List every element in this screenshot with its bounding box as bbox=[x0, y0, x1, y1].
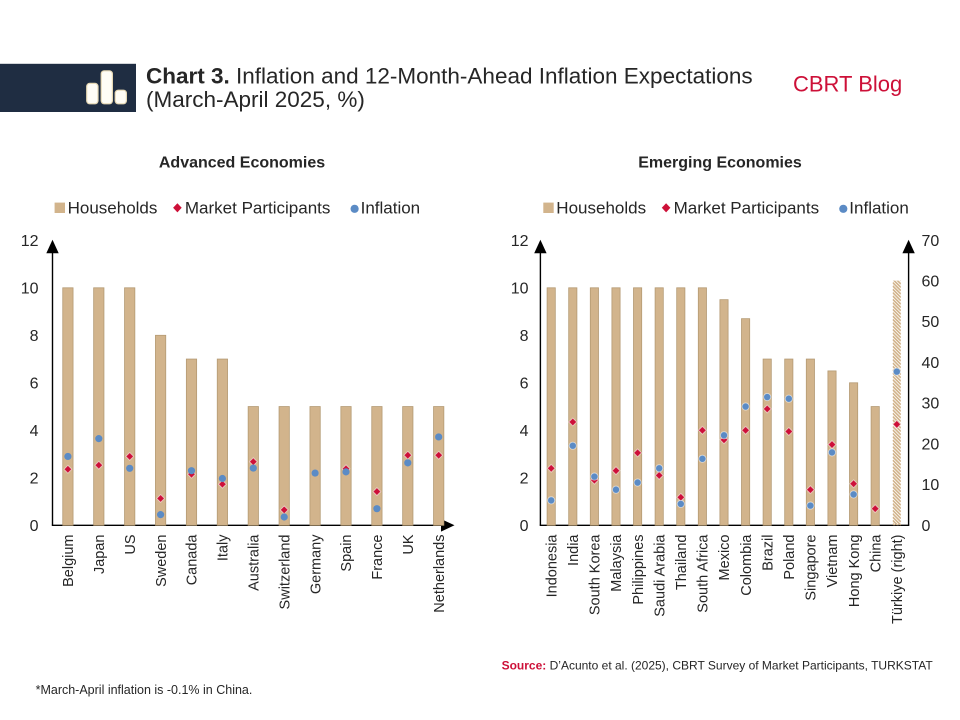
svg-text:Belgium: Belgium bbox=[61, 535, 77, 587]
svg-text:Germany: Germany bbox=[308, 534, 324, 594]
svg-text:50: 50 bbox=[922, 314, 940, 331]
svg-text:Vietnam: Vietnam bbox=[825, 535, 841, 588]
svg-text:20: 20 bbox=[922, 436, 940, 453]
svg-text:0: 0 bbox=[922, 518, 931, 535]
svg-text:Italy: Italy bbox=[216, 534, 232, 561]
svg-text:Indonesia: Indonesia bbox=[544, 534, 560, 598]
svg-text:Market Participants: Market Participants bbox=[185, 199, 331, 218]
svg-text:2: 2 bbox=[520, 470, 529, 487]
svg-text:10: 10 bbox=[21, 280, 39, 297]
svg-text:Philippines: Philippines bbox=[631, 535, 647, 605]
svg-text:Brazil: Brazil bbox=[760, 535, 776, 571]
svg-text:Hong Kong: Hong Kong bbox=[847, 535, 863, 608]
svg-text:Türkiye (right): Türkiye (right) bbox=[890, 535, 906, 624]
svg-text:Spain: Spain bbox=[339, 535, 355, 572]
svg-text:0: 0 bbox=[30, 518, 39, 535]
svg-text:South Africa: South Africa bbox=[696, 534, 712, 613]
svg-text:Netherlands: Netherlands bbox=[432, 535, 448, 613]
svg-text:Households: Households bbox=[68, 199, 158, 218]
svg-text:Saudi Arabia: Saudi Arabia bbox=[652, 534, 668, 617]
svg-text:10: 10 bbox=[511, 280, 529, 297]
svg-text:Switzerland: Switzerland bbox=[277, 535, 293, 610]
svg-text:40: 40 bbox=[922, 355, 940, 372]
svg-text:30: 30 bbox=[922, 396, 940, 413]
svg-text:Mexico: Mexico bbox=[717, 535, 733, 581]
svg-text:12: 12 bbox=[21, 233, 39, 250]
svg-text:60: 60 bbox=[922, 274, 940, 291]
svg-text:4: 4 bbox=[30, 423, 39, 440]
svg-text:Australia: Australia bbox=[247, 534, 263, 591]
svg-text:Poland: Poland bbox=[782, 535, 798, 580]
svg-text:Inflation: Inflation bbox=[361, 199, 421, 218]
svg-text:12: 12 bbox=[511, 233, 529, 250]
svg-text:0: 0 bbox=[520, 518, 529, 535]
svg-text:6: 6 bbox=[30, 375, 39, 392]
svg-text:Source: D’Acunto et al. (2025): Source: D’Acunto et al. (2025), CBRT Sur… bbox=[502, 659, 934, 673]
svg-text:Emerging Economies: Emerging Economies bbox=[638, 155, 802, 172]
svg-text:Households: Households bbox=[556, 199, 646, 218]
svg-text:4: 4 bbox=[520, 423, 529, 440]
svg-text:Japan: Japan bbox=[92, 535, 108, 575]
svg-text:*March-April inflation is -0.1: *March-April inflation is -0.1% in China… bbox=[36, 683, 253, 697]
svg-text:Singapore: Singapore bbox=[804, 535, 820, 601]
svg-text:(March-April 2025, %): (March-April 2025, %) bbox=[146, 87, 365, 112]
svg-text:Sweden: Sweden bbox=[154, 535, 170, 587]
svg-text:10: 10 bbox=[922, 477, 940, 494]
svg-text:France: France bbox=[370, 535, 386, 580]
svg-text:70: 70 bbox=[922, 233, 940, 250]
svg-text:2: 2 bbox=[30, 470, 39, 487]
svg-text:Canada: Canada bbox=[185, 534, 201, 586]
svg-text:8: 8 bbox=[520, 328, 529, 345]
svg-text:Advanced Economies: Advanced Economies bbox=[159, 155, 325, 172]
svg-text:Inflation: Inflation bbox=[849, 199, 909, 218]
svg-text:US: US bbox=[123, 535, 139, 555]
svg-text:Market Participants: Market Participants bbox=[674, 199, 820, 218]
svg-text:6: 6 bbox=[520, 375, 529, 392]
svg-text:China: China bbox=[868, 534, 884, 573]
svg-text:8: 8 bbox=[30, 328, 39, 345]
svg-text:Malaysia: Malaysia bbox=[609, 534, 625, 592]
svg-text:South Korea: South Korea bbox=[588, 534, 604, 616]
svg-text:UK: UK bbox=[401, 534, 417, 554]
svg-text:Colombia: Colombia bbox=[739, 534, 755, 596]
svg-text:Thailand: Thailand bbox=[674, 535, 690, 591]
svg-text:India: India bbox=[566, 534, 582, 566]
svg-text:CBRT Blog: CBRT Blog bbox=[793, 72, 902, 97]
svg-text:Chart 3. Inflation and 12-Mont: Chart 3. Inflation and 12-Month-Ahead In… bbox=[146, 64, 753, 89]
